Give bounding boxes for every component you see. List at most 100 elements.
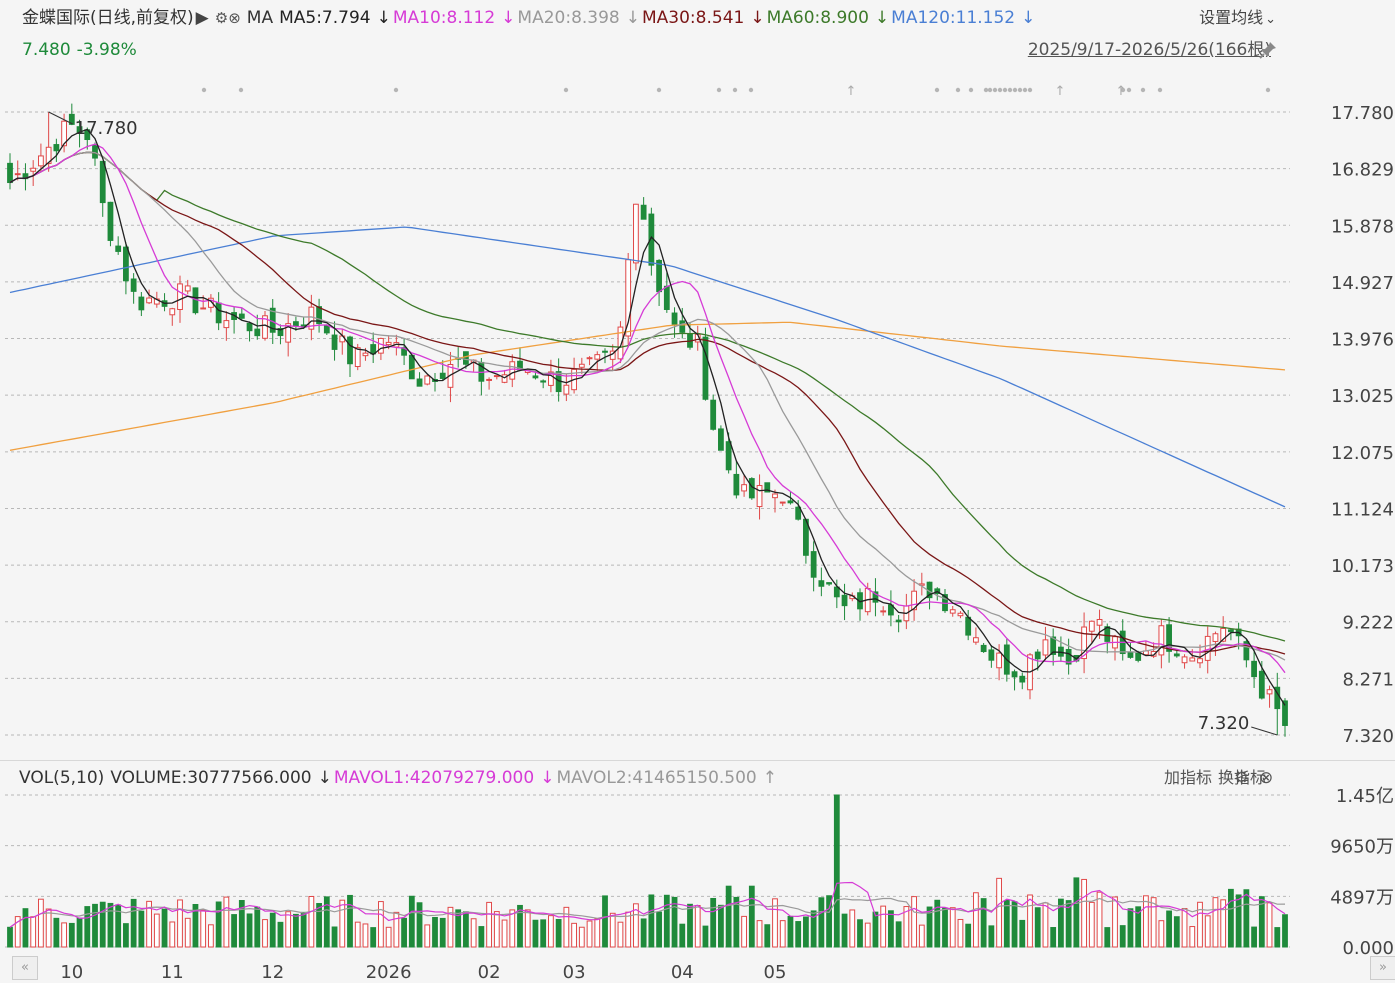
add-indicator-button[interactable]: 加指标 — [1163, 768, 1212, 787]
candle-body — [169, 308, 176, 316]
volume-bar — [772, 898, 778, 948]
volume-legend-bar: VOL(5,10) VOLUME:30777566.000 ↓ MAVOL1:4207… — [19, 768, 783, 788]
candle-body — [911, 590, 917, 611]
candle-body — [385, 341, 392, 346]
candle-body — [1081, 626, 1087, 660]
volume-bar — [1034, 907, 1041, 948]
volume-bar — [447, 906, 454, 948]
volume-bar — [578, 926, 585, 948]
close-icon[interactable]: ⊗ — [228, 9, 241, 27]
volume-bar — [184, 917, 191, 948]
candle-body — [826, 582, 832, 585]
date-tick-label: 03 — [563, 962, 586, 983]
candle-body — [1034, 651, 1041, 660]
candle-body — [1243, 641, 1250, 661]
price-grid — [5, 111, 1290, 736]
volume-bar — [524, 909, 531, 948]
volume-bar — [1127, 908, 1134, 948]
current-price: 7.480 — [22, 40, 71, 60]
date-range[interactable]: 2025/9/17-2026/5/26(166根) — [1028, 40, 1275, 60]
candle-body — [238, 313, 245, 319]
volume-bar — [486, 901, 492, 948]
candle-body — [880, 610, 887, 613]
event-dot — [716, 87, 722, 93]
candle-body — [841, 594, 848, 607]
volume-bar — [1220, 899, 1227, 948]
pin-icon-shape — [1259, 42, 1276, 59]
candle-body — [1065, 648, 1072, 665]
volume-tick-label: 1.45亿 — [1336, 786, 1394, 807]
candle-body — [408, 354, 415, 380]
candle-body — [316, 306, 322, 325]
candles[interactable] — [7, 103, 1288, 737]
candle-body — [602, 350, 608, 353]
volume-chart[interactable]: 1.45亿 9650万 4897万 0.000 10 11 12 2026 02 03 04 05 — [0, 760, 1395, 983]
volume-bar — [246, 913, 253, 948]
price-chart[interactable]: ↑ ↑ ↑ 17.780 16.829 15.878 14.927 13.976 13.025… — [0, 0, 1395, 760]
volume-bars[interactable] — [7, 794, 1288, 948]
price-tick-label: 10.173 — [1331, 556, 1394, 577]
candle-body — [540, 380, 547, 383]
event-dot — [968, 87, 974, 93]
candle-body — [99, 160, 106, 204]
switch-indicator-button[interactable]: 换指标 — [1217, 768, 1266, 787]
volume-bar — [965, 923, 972, 948]
volume-bar — [625, 911, 632, 948]
volume-bar — [92, 903, 98, 948]
volume-bar — [1112, 896, 1118, 948]
date-tick-label: 12 — [261, 962, 284, 983]
event-dot — [393, 87, 399, 93]
event-dot — [1157, 87, 1163, 93]
volume-bar — [401, 917, 407, 948]
volume-bar — [1065, 900, 1072, 948]
candle-body — [53, 144, 60, 152]
candle-body — [718, 428, 724, 451]
volume-bar — [45, 908, 52, 948]
set-ma-button[interactable]: 设置均线 ⌄ — [1199, 8, 1282, 30]
volume-bar — [1011, 901, 1018, 948]
gear-icon[interactable]: ⚙ — [214, 9, 229, 27]
candle-body — [424, 375, 431, 385]
volume-bar — [1158, 920, 1165, 948]
candle-body — [223, 320, 230, 329]
volume-bar — [725, 885, 732, 948]
event-arrow: ↑ — [846, 84, 857, 99]
volume-bar — [362, 923, 369, 948]
scroll-right-button[interactable]: » — [1370, 956, 1395, 980]
candle-body — [787, 500, 794, 504]
candle-body — [1258, 670, 1265, 699]
volume-bar — [38, 898, 44, 948]
candle-body — [38, 155, 44, 167]
candle-body — [973, 637, 979, 643]
scroll-left-button[interactable]: « — [12, 956, 38, 980]
low-arrow — [1251, 726, 1278, 736]
volume-bar — [14, 916, 21, 948]
candle-body — [1042, 639, 1049, 656]
volume-bar — [748, 885, 755, 948]
candle-body — [988, 649, 995, 661]
play-icon[interactable]: ▶ — [195, 8, 209, 28]
volume-bar — [973, 892, 979, 948]
indicator-tools: 加指标 换指标 — [1164, 768, 1272, 788]
volume-bar — [254, 906, 261, 948]
date-tick-label: 11 — [161, 962, 184, 983]
volume-bar — [1003, 900, 1010, 948]
candle-body — [764, 482, 771, 493]
event-dot — [656, 87, 662, 93]
volume-bar — [602, 895, 608, 948]
volume-bar — [509, 909, 516, 948]
candle-body — [30, 167, 37, 172]
candle-body — [61, 120, 67, 147]
volume-tick-label: 9650万 — [1330, 837, 1394, 858]
pin-icon[interactable] — [1258, 40, 1278, 65]
ma60-line — [9, 151, 1286, 642]
event-dot — [1007, 87, 1013, 93]
candle-body — [1220, 627, 1227, 642]
volume-bar — [849, 909, 856, 948]
volume-bar — [99, 901, 106, 948]
volume-bar — [1150, 897, 1157, 948]
gear-icon[interactable]: ⚙ — [1234, 768, 1250, 788]
close-icon[interactable]: ⊗ — [1259, 768, 1274, 788]
event-dot — [1022, 87, 1028, 93]
date-tick-label: 2026 — [366, 962, 412, 983]
